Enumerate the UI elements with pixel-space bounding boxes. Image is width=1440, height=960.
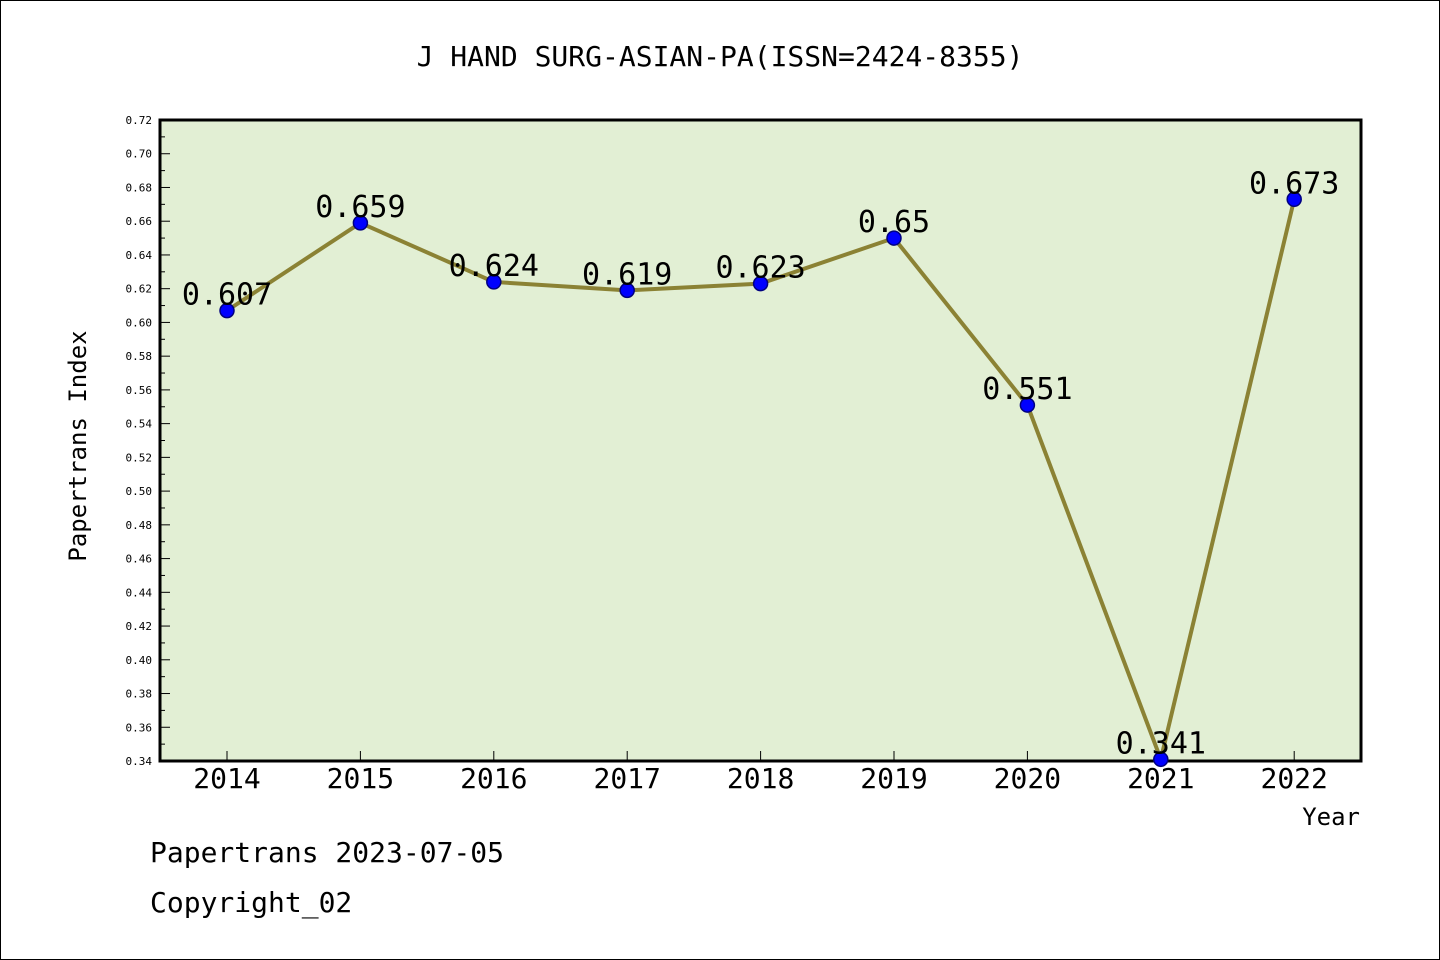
data-point xyxy=(486,274,502,290)
y-tick-label: 0.38 xyxy=(126,688,153,701)
y-tick-label: 0.42 xyxy=(126,620,153,633)
data-series xyxy=(219,191,1302,768)
data-labels: 0.607 0.659 0.624 0.619 0.623 0.65 0.551 0.341 0… xyxy=(182,166,1340,761)
footer-date: Papertrans 2023-07-05 xyxy=(150,836,505,869)
x-tick-label: 2014 xyxy=(193,762,260,795)
footer-copyright: Copyright_02 xyxy=(150,886,353,919)
data-point xyxy=(886,230,902,246)
data-point xyxy=(1153,751,1169,768)
y-tick-label: 0.40 xyxy=(126,654,153,667)
data-label: 0.623 xyxy=(715,251,805,286)
x-axis-label: Year xyxy=(1302,803,1360,831)
y-tick-label: 0.50 xyxy=(126,485,153,498)
chart-title: J HAND SURG-ASIAN-PA(ISSN=2424-8355) xyxy=(417,40,1024,73)
x-tick-label: 2016 xyxy=(460,762,527,795)
y-tick-label: 0.68 xyxy=(126,181,153,194)
data-label: 0.551 xyxy=(982,372,1072,407)
y-tick-label: 0.54 xyxy=(126,418,153,431)
y-tick-label: 0.66 xyxy=(126,215,153,228)
y-tick-label: 0.36 xyxy=(126,721,153,734)
x-tick-label: 2017 xyxy=(593,762,660,795)
data-label: 0.673 xyxy=(1249,166,1339,201)
data-label: 0.619 xyxy=(582,257,672,292)
y-axis-label: Papertrans Index xyxy=(64,330,92,561)
x-axis-ticks: 2014 2015 2016 2017 2018 2019 2020 2021 2022 xyxy=(193,751,1328,795)
y-axis-ticks: 0.34 0.36 0.38 0.40 0.42 0.44 0.46 0.48 0.50 0.52… xyxy=(126,114,170,768)
data-point xyxy=(752,275,769,292)
y-tick-label: 0.34 xyxy=(126,755,153,768)
y-tick-label: 0.60 xyxy=(126,316,153,329)
y-tick-label: 0.62 xyxy=(126,283,153,296)
y-tick-label: 0.64 xyxy=(126,249,153,262)
data-label: 0.624 xyxy=(449,249,539,284)
y-tick-label: 0.72 xyxy=(126,114,153,127)
data-point xyxy=(619,282,635,299)
x-tick-label: 2021 xyxy=(1127,762,1194,795)
data-label: 0.607 xyxy=(182,278,272,313)
x-tick-label: 2022 xyxy=(1260,762,1327,795)
data-point xyxy=(219,302,235,319)
y-tick-label: 0.52 xyxy=(126,451,153,464)
data-label: 0.659 xyxy=(315,190,405,225)
data-point xyxy=(352,215,369,231)
x-tick-label: 2018 xyxy=(727,762,794,795)
y-tick-label: 0.46 xyxy=(126,553,153,566)
y-tick-label: 0.58 xyxy=(126,350,153,363)
x-tick-label: 2019 xyxy=(860,762,927,795)
data-label: 0.341 xyxy=(1116,726,1206,761)
y-tick-label: 0.48 xyxy=(126,519,153,532)
x-tick-label: 2020 xyxy=(994,762,1061,795)
x-tick-label: 2015 xyxy=(327,762,394,795)
data-point xyxy=(1019,397,1036,413)
y-tick-label: 0.44 xyxy=(126,586,153,599)
data-label: 0.65 xyxy=(858,205,930,240)
data-point xyxy=(1286,191,1302,208)
y-tick-label: 0.70 xyxy=(126,148,153,161)
y-tick-label: 0.56 xyxy=(126,384,153,397)
